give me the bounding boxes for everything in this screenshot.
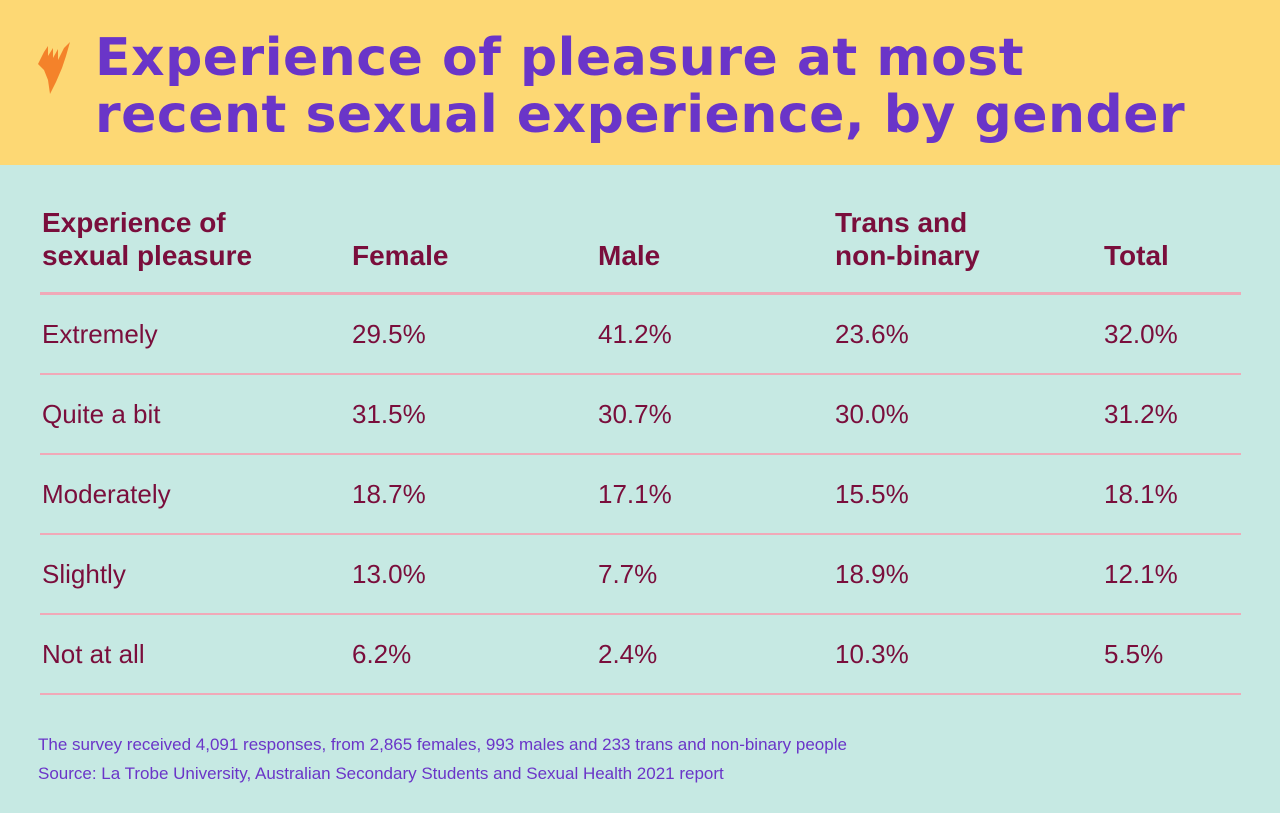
- table-cell: 17.1%: [598, 478, 672, 509]
- column-header-line: Female: [352, 240, 449, 271]
- title-line-1: Experience of pleasure at most: [95, 28, 1025, 88]
- column-header-line: Male: [598, 240, 661, 271]
- table-header-row: Experience of sexual pleasure Female Male Tr…: [40, 200, 1241, 295]
- column-header-line: non-binary: [835, 240, 980, 271]
- row-label: Quite a bit: [42, 398, 161, 429]
- table-row: Quite a bit 31.5% 30.7% 30.0% 31.2%: [40, 375, 1241, 455]
- table-cell: 10.3%: [835, 638, 909, 669]
- table-cell: 5.5%: [1104, 638, 1164, 669]
- column-header-line: Total: [1104, 240, 1169, 271]
- table-cell: 12.1%: [1104, 558, 1178, 589]
- column-header-line: Experience of: [42, 207, 226, 238]
- column-header: Male: [598, 200, 660, 292]
- table-cell: 15.5%: [835, 478, 909, 509]
- column-header-line: sexual pleasure: [42, 240, 253, 271]
- table-cell: 18.1%: [1104, 478, 1178, 509]
- table-row: Not at all 6.2% 2.4% 10.3% 5.5%: [40, 615, 1241, 695]
- row-label: Slightly: [42, 558, 126, 589]
- table-cell: 2.4%: [598, 638, 658, 669]
- table-cell: 32.0%: [1104, 318, 1178, 349]
- sbs-logo-icon: [38, 42, 70, 94]
- column-header: Female: [352, 200, 449, 292]
- row-label: Not at all: [42, 638, 145, 669]
- table-row: Extremely 29.5% 41.2% 23.6% 32.0%: [40, 295, 1241, 375]
- row-label: Moderately: [42, 478, 171, 509]
- source-note: Source: La Trobe University, Australian …: [38, 764, 724, 783]
- footnotes: The survey received 4,091 responses, fro…: [38, 730, 847, 788]
- column-header: Trans and non-binary: [835, 200, 980, 292]
- column-header: Experience of sexual pleasure: [42, 200, 252, 292]
- table-cell: 23.6%: [835, 318, 909, 349]
- table-row: Moderately 18.7% 17.1% 15.5% 18.1%: [40, 455, 1241, 535]
- page-title: Experience of pleasure at most recent se…: [95, 30, 1185, 144]
- column-header-line: Trans and: [835, 207, 968, 238]
- table-cell: 30.0%: [835, 398, 909, 429]
- table-cell: 31.5%: [352, 398, 426, 429]
- table-cell: 18.7%: [352, 478, 426, 509]
- row-label: Extremely: [42, 318, 158, 349]
- table-row: Slightly 13.0% 7.7% 18.9% 12.1%: [40, 535, 1241, 615]
- table-cell: 6.2%: [352, 638, 412, 669]
- column-header: Total: [1104, 200, 1169, 292]
- table-cell: 31.2%: [1104, 398, 1178, 429]
- data-table: Experience of sexual pleasure Female Male Tr…: [40, 200, 1241, 695]
- table-cell: 18.9%: [835, 558, 909, 589]
- table-cell: 29.5%: [352, 318, 426, 349]
- header-banner: Experience of pleasure at most recent se…: [0, 0, 1280, 165]
- table-cell: 30.7%: [598, 398, 672, 429]
- table-cell: 41.2%: [598, 318, 672, 349]
- table-cell: 13.0%: [352, 558, 426, 589]
- title-line-2: recent sexual experience, by gender: [95, 85, 1186, 145]
- table-cell: 7.7%: [598, 558, 658, 589]
- survey-note: The survey received 4,091 responses, fro…: [38, 735, 847, 754]
